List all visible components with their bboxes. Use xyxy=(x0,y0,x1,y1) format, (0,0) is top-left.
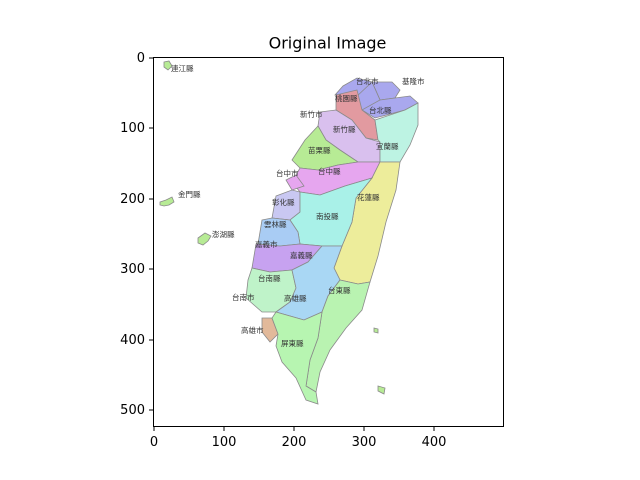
yilan-region xyxy=(374,102,419,163)
pingtung-region xyxy=(271,311,323,405)
label-lianjiang: 連江縣 xyxy=(171,63,194,73)
x-tick-label: 200 xyxy=(282,435,307,450)
y-tick-label: 500 xyxy=(120,403,145,418)
label-kaohsiung-county: 高雄縣 xyxy=(284,293,307,303)
x-tick-label: 0 xyxy=(150,435,158,450)
label-yunlin: 雲林縣 xyxy=(264,219,287,229)
y-axis: 0 100 200 300 400 500 xyxy=(120,51,154,418)
label-chiayi-county: 嘉義縣 xyxy=(290,250,313,260)
label-tainan-county: 台南縣 xyxy=(258,273,281,283)
label-taichung-city: 台中市 xyxy=(276,168,299,178)
y-tick-label: 400 xyxy=(120,333,145,348)
y-tick-label: 300 xyxy=(120,262,145,277)
label-kaohsiung-city: 高雄市 xyxy=(241,325,264,335)
label-hsinchu-county: 新竹縣 xyxy=(333,124,356,134)
label-nantou: 南投縣 xyxy=(316,211,339,221)
label-taipei-city: 台北市 xyxy=(356,76,379,86)
label-miaoli: 苗栗縣 xyxy=(308,145,331,155)
y-tick-label: 200 xyxy=(120,192,145,207)
label-chiayi-city: 嘉義市 xyxy=(255,239,278,249)
kinmen-island xyxy=(159,196,175,207)
penghu-islands xyxy=(197,232,212,246)
green-island xyxy=(377,385,386,395)
orchid-island xyxy=(373,327,379,334)
figure-title: Original Image xyxy=(269,34,387,53)
x-tick-label: 300 xyxy=(352,435,377,450)
y-tick-label: 0 xyxy=(137,51,145,66)
x-axis: 0 100 200 300 400 xyxy=(150,426,447,450)
y-tick-label: 100 xyxy=(120,121,145,136)
label-hsinchu-city: 新竹市 xyxy=(300,109,323,119)
label-tainan-city: 台南市 xyxy=(232,292,255,302)
label-yilan: 宜蘭縣 xyxy=(376,141,399,151)
label-taitung: 台東縣 xyxy=(328,285,351,295)
x-tick-label: 400 xyxy=(422,435,447,450)
label-taipei-county: 台北縣 xyxy=(369,105,392,115)
map-image: 連江縣 金門縣 澎湖縣 台北市 基隆市 桃園縣 台北縣 新竹市 新竹縣 宜蘭縣 … xyxy=(159,60,425,405)
taichung-city-region xyxy=(285,174,305,191)
label-taoyuan: 桃園縣 xyxy=(335,93,358,103)
x-tick-label: 100 xyxy=(212,435,237,450)
lianjiang-islands xyxy=(163,60,173,71)
label-changhua: 彰化縣 xyxy=(272,197,295,207)
label-penghu: 澎湖縣 xyxy=(212,229,235,239)
label-taichung-county: 台中縣 xyxy=(318,166,341,176)
label-keelung: 基隆市 xyxy=(402,76,425,86)
axes-frame xyxy=(153,57,504,427)
label-hualien: 花蓮縣 xyxy=(357,192,380,202)
label-kinmen: 金門縣 xyxy=(178,189,201,199)
label-pingtung: 屏東縣 xyxy=(281,338,304,348)
